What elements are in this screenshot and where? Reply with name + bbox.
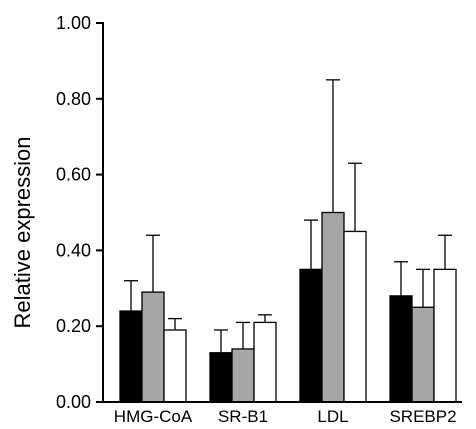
bar-sr-b1-2	[231, 348, 255, 403]
bar-srebp2-3	[433, 268, 457, 403]
bar-srebp2-1	[389, 295, 413, 403]
y-axis-title: Relative expression	[10, 137, 35, 329]
y-tick-label: 0.60	[56, 165, 91, 185]
bar-ldl-3	[343, 230, 367, 403]
bar-ldl-2	[321, 211, 345, 403]
bar-hmg-coa-2	[141, 291, 165, 403]
bar-hmg-coa-1	[119, 310, 143, 403]
bar-ldl-1	[299, 268, 323, 403]
bar-sr-b1-3	[253, 321, 277, 403]
y-tick-label: 0.80	[56, 89, 91, 109]
bar-hmg-coa-3	[163, 329, 187, 403]
y-tick-label: 0.00	[56, 392, 91, 412]
x-category-label: SR-B1	[218, 407, 268, 426]
y-tick-label: 0.40	[56, 240, 91, 260]
bar-sr-b1-1	[209, 352, 233, 403]
bars-layer	[119, 211, 457, 403]
x-category-label: HMG-CoA	[114, 407, 193, 426]
y-tick-label: 0.20	[56, 316, 91, 336]
x-category-label: SREBP2	[389, 407, 456, 426]
y-tick-label: 1.00	[56, 13, 91, 33]
x-axis-labels: HMG-CoA SR-B1 LDL SREBP2	[114, 407, 457, 426]
x-category-label: LDL	[317, 407, 348, 426]
y-axis-ticks: 0.00 0.20 0.40 0.60 0.80 1.00	[56, 13, 103, 412]
bar-srebp2-2	[411, 306, 435, 403]
error-bars-layer	[124, 79, 452, 353]
